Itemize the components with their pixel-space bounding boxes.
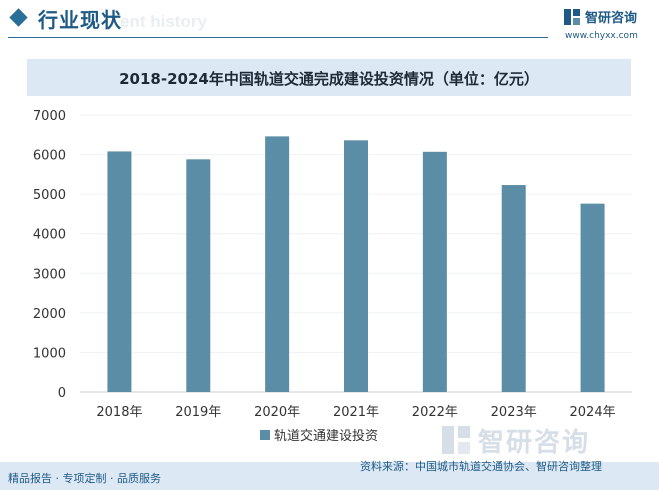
legend-swatch — [260, 430, 270, 440]
data-source: 资料来源：中国城市轨道交通协会、智研咨询整理 — [360, 460, 602, 473]
bar — [344, 140, 368, 392]
x-tick-label: 2021年 — [333, 405, 379, 420]
x-tick-label: 2022年 — [412, 405, 458, 420]
y-tick-label: 0 — [58, 386, 66, 401]
y-tick-label: 2000 — [33, 307, 66, 322]
header-divider — [8, 37, 548, 38]
chart-title-band: 2018-2024年中国轨道交通完成建设投资情况（单位：亿元） — [27, 59, 631, 96]
brand-logo: 智研咨询 www.chyxx.com — [563, 7, 659, 43]
section-title: 行业现状 — [38, 8, 122, 32]
brand-logo-icon — [564, 9, 580, 25]
bar — [107, 151, 132, 392]
y-tick-label: 6000 — [33, 149, 66, 164]
footer-slogan: 精品报告 · 专项定制 · 品质服务 — [8, 472, 161, 485]
brand-name: 智研咨询 — [585, 11, 638, 26]
x-axis-ticks: 2018年 2019年 2020年 2021年 2022年 2023年 2024年 — [96, 405, 615, 420]
x-tick-label: 2023年 — [491, 405, 537, 420]
y-tick-label: 1000 — [33, 346, 66, 361]
watermark-brand: 智研咨询 — [478, 428, 591, 458]
y-tick-label: 5000 — [33, 188, 66, 203]
bar-series — [107, 136, 605, 392]
y-tick-label: 7000 — [33, 109, 66, 124]
header-watermark: ent history — [120, 12, 207, 31]
section-header: ent history 行业现状 智研咨询 www.chyxx.com — [0, 0, 659, 44]
y-axis-ticks: 0 1000 2000 3000 4000 5000 6000 7000 — [33, 109, 66, 401]
bar — [265, 136, 290, 392]
y-tick-label: 3000 — [33, 267, 66, 282]
bar — [580, 203, 605, 392]
chart-legend: 轨道交通建设投资 — [260, 428, 378, 444]
diamond-bullet-icon — [9, 8, 28, 27]
bar — [422, 151, 447, 392]
bar — [501, 185, 526, 392]
footer-bar: 精品报告 · 专项定制 · 品质服务 — [0, 462, 659, 490]
chart-title: 2018-2024年中国轨道交通完成建设投资情况（单位：亿元） — [119, 70, 539, 88]
x-tick-label: 2020年 — [254, 405, 300, 420]
watermark-logo-icon — [442, 426, 470, 454]
brand-url: www.chyxx.com — [565, 31, 638, 41]
y-tick-label: 4000 — [33, 228, 66, 243]
x-tick-label: 2018年 — [96, 405, 142, 420]
bar — [186, 159, 211, 392]
bar-chart: 0 1000 2000 3000 4000 5000 6000 7000 2018年 2019年… — [33, 109, 632, 444]
x-tick-label: 2019年 — [175, 405, 221, 420]
legend-label: 轨道交通建设投资 — [274, 428, 378, 444]
x-tick-label: 2024年 — [570, 405, 616, 420]
